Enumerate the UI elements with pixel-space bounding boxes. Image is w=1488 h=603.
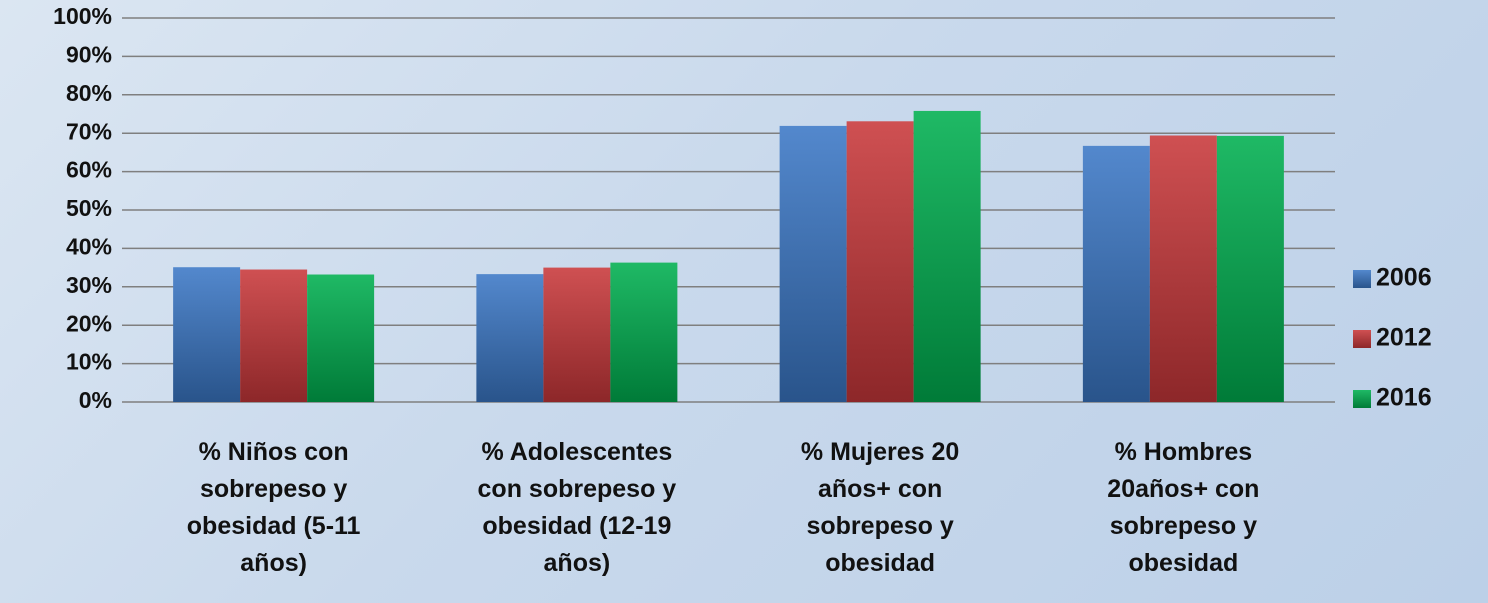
x-tick-label: % Adolescentes con sobrepeso y obesidad … bbox=[477, 438, 677, 577]
y-tick-label: 100% bbox=[53, 3, 112, 29]
bar bbox=[846, 121, 914, 403]
bar bbox=[913, 110, 981, 402]
legend-label: 2006 bbox=[1376, 264, 1432, 292]
y-tick-label: 90% bbox=[66, 41, 112, 67]
bar bbox=[1082, 145, 1150, 402]
bar bbox=[610, 262, 678, 402]
bar bbox=[173, 267, 241, 402]
bar bbox=[1149, 135, 1217, 402]
legend-swatch bbox=[1353, 330, 1371, 348]
bar bbox=[543, 267, 611, 402]
y-tick-label: 60% bbox=[66, 157, 112, 183]
legend-label: 2016 bbox=[1376, 384, 1432, 412]
y-tick-label: 0% bbox=[79, 387, 112, 413]
bar bbox=[779, 125, 847, 403]
x-tick-label: % Mujeres 20 años+ con sobrepeso y obesi… bbox=[800, 438, 960, 577]
y-tick-label: 40% bbox=[66, 233, 112, 259]
legend-label: 2012 bbox=[1376, 324, 1432, 352]
legend-swatch bbox=[1353, 270, 1371, 288]
y-tick-label: 30% bbox=[66, 272, 112, 298]
bar bbox=[476, 274, 544, 402]
bar bbox=[1216, 135, 1284, 402]
bar bbox=[240, 269, 308, 402]
y-tick-label: 80% bbox=[66, 80, 112, 106]
y-tick-label: 50% bbox=[66, 195, 112, 221]
y-tick-label: 70% bbox=[66, 118, 112, 144]
bar bbox=[307, 274, 375, 402]
y-tick-label: 20% bbox=[66, 310, 112, 336]
x-tick-label: % Hombres 20años+ con sobrepeso y obesid… bbox=[1107, 438, 1260, 577]
y-tick-label: 10% bbox=[66, 349, 112, 375]
legend-swatch bbox=[1353, 390, 1371, 408]
x-tick-label: % Niños con sobrepeso y obesidad (5-11 a… bbox=[186, 438, 361, 577]
